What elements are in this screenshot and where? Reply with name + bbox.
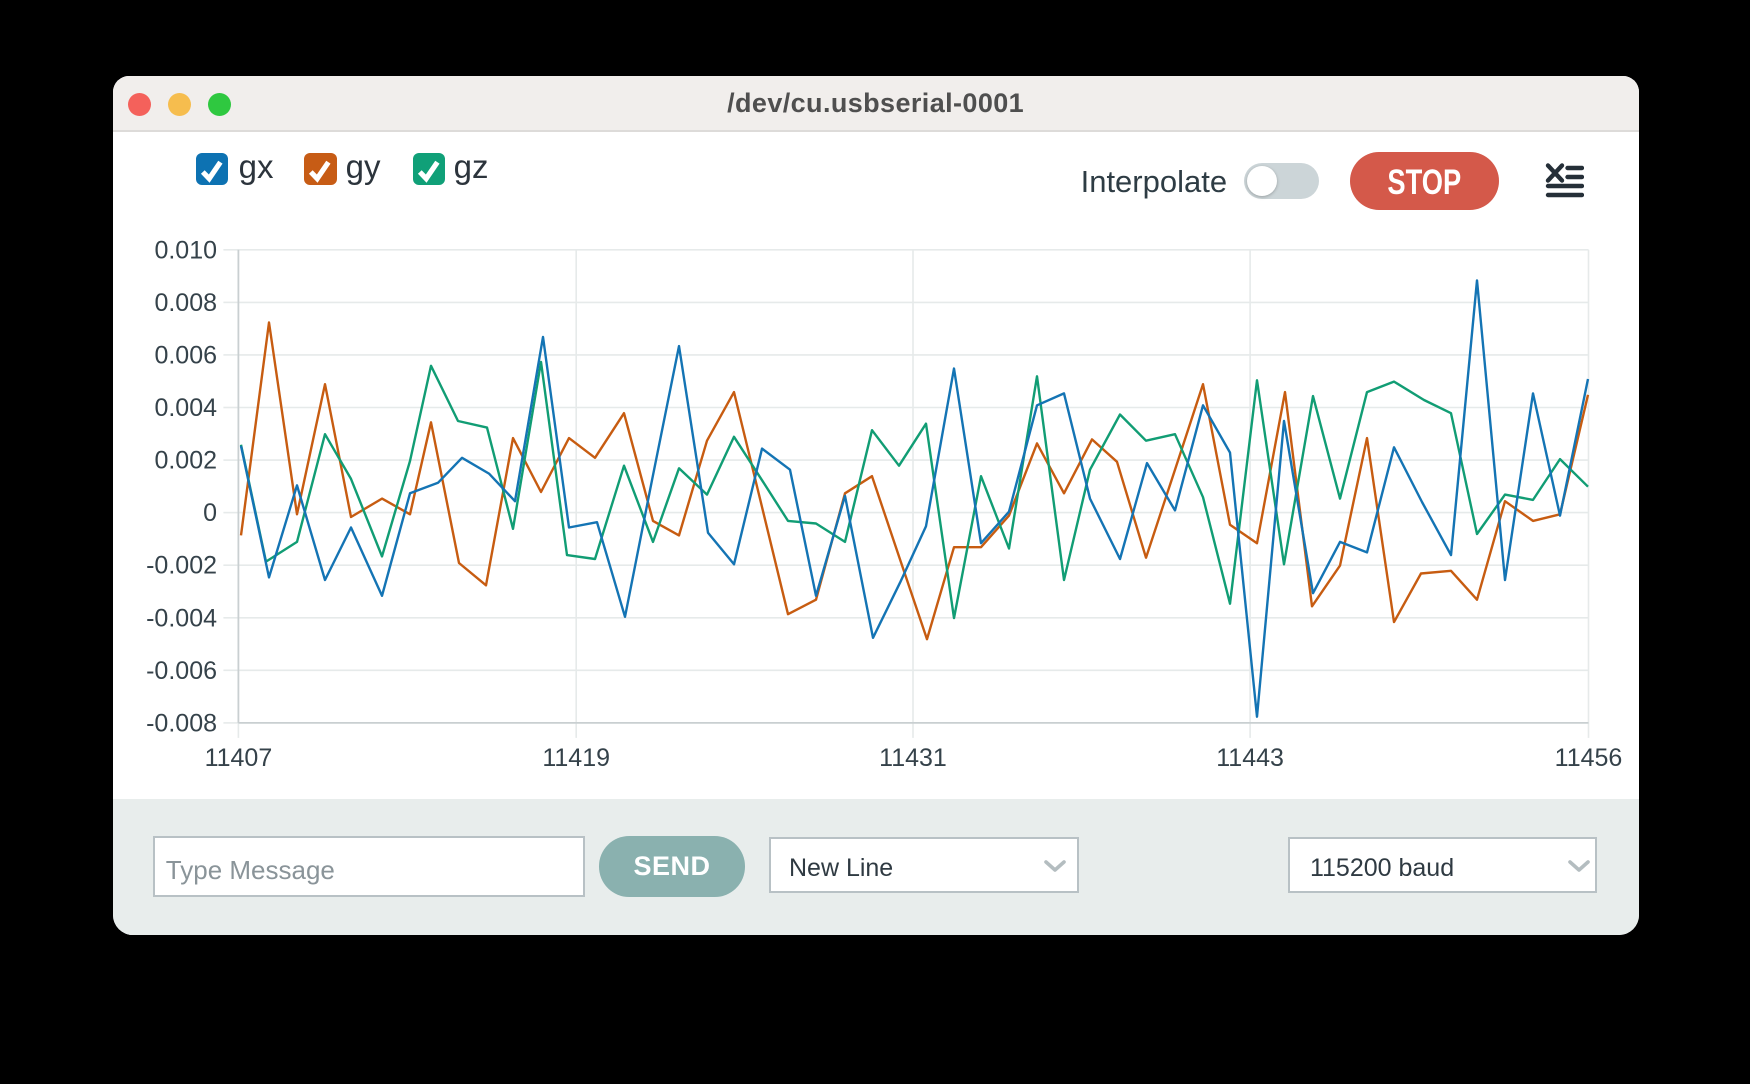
svg-text:11407: 11407 bbox=[205, 744, 273, 772]
svg-text:0.008: 0.008 bbox=[154, 289, 217, 317]
svg-text:11419: 11419 bbox=[542, 744, 610, 772]
svg-text:0: 0 bbox=[203, 499, 217, 527]
svg-text:-0.008: -0.008 bbox=[146, 709, 217, 737]
svg-text:11456: 11456 bbox=[1555, 744, 1623, 772]
svg-text:0.004: 0.004 bbox=[154, 394, 217, 422]
svg-text:-0.006: -0.006 bbox=[146, 657, 217, 685]
svg-text:0.006: 0.006 bbox=[154, 341, 217, 369]
svg-text:11443: 11443 bbox=[1216, 744, 1284, 772]
svg-text:-0.002: -0.002 bbox=[146, 552, 217, 580]
svg-text:0.010: 0.010 bbox=[154, 236, 217, 264]
svg-text:11431: 11431 bbox=[879, 744, 947, 772]
svg-text:0.002: 0.002 bbox=[154, 447, 217, 475]
svg-text:-0.004: -0.004 bbox=[146, 604, 217, 632]
